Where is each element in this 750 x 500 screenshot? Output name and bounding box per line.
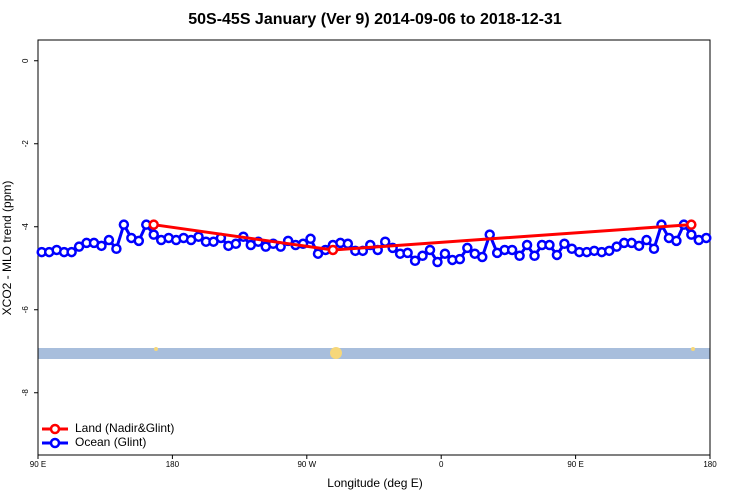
point xyxy=(148,219,159,230)
point xyxy=(462,242,473,254)
series xyxy=(148,219,697,256)
y-tick-label: -2 xyxy=(21,140,30,148)
x-tick-label: 90 E xyxy=(30,460,46,469)
land-band xyxy=(38,347,710,359)
point xyxy=(551,249,563,261)
point xyxy=(327,244,339,256)
y-tick-label: 0 xyxy=(21,58,30,63)
y-axis-label: XCO2 - MLO trend (ppm) xyxy=(0,181,14,316)
point xyxy=(230,238,242,250)
point xyxy=(424,244,436,256)
point xyxy=(648,243,660,254)
point xyxy=(686,219,697,230)
x-tick-label: 0 xyxy=(439,460,444,469)
point xyxy=(701,232,712,244)
point xyxy=(544,239,555,251)
point xyxy=(66,246,77,258)
point xyxy=(118,219,130,230)
speck xyxy=(154,347,158,351)
point xyxy=(641,234,652,246)
point xyxy=(506,244,518,256)
plot-frame xyxy=(37,39,711,456)
legend-label: Land (Nadir&Glint) xyxy=(75,421,174,435)
point xyxy=(305,233,316,245)
point xyxy=(402,247,413,259)
point xyxy=(103,234,115,246)
legend-label: Ocean (Glint) xyxy=(75,435,146,449)
point xyxy=(96,240,107,252)
y-tick-label: -6 xyxy=(21,306,30,314)
point xyxy=(148,229,159,240)
x-axis-label: Longitude (deg E) xyxy=(327,476,422,490)
point xyxy=(686,229,697,240)
point xyxy=(671,235,682,247)
point xyxy=(454,253,466,265)
x-tick-label: 90 E xyxy=(567,460,583,469)
point xyxy=(521,239,533,251)
point xyxy=(342,238,354,250)
point xyxy=(379,236,391,247)
point xyxy=(529,250,540,262)
point xyxy=(133,235,145,247)
speck xyxy=(691,347,695,351)
legend-marker xyxy=(49,437,61,449)
point xyxy=(417,250,428,262)
legend: Land (Nadir&Glint)Ocean (Glint) xyxy=(42,421,174,449)
point xyxy=(111,243,122,254)
x-tick-label: 180 xyxy=(703,460,717,469)
point xyxy=(439,248,451,259)
y-tick-label: -4 xyxy=(21,223,30,231)
legend-marker xyxy=(49,423,61,435)
point xyxy=(559,238,570,250)
point xyxy=(477,251,488,263)
band xyxy=(38,348,710,359)
speck xyxy=(330,347,342,359)
x-tick-label: 90 W xyxy=(297,460,316,469)
point xyxy=(432,256,443,268)
point xyxy=(633,240,645,252)
point xyxy=(193,231,204,242)
point xyxy=(603,245,615,257)
x-tick-label: 180 xyxy=(166,460,180,469)
chart-title: 50S-45S January (Ver 9) 2014-09-06 to 20… xyxy=(188,11,562,28)
point xyxy=(514,250,525,262)
point xyxy=(409,255,421,267)
y-tick-label: -8 xyxy=(21,389,30,397)
